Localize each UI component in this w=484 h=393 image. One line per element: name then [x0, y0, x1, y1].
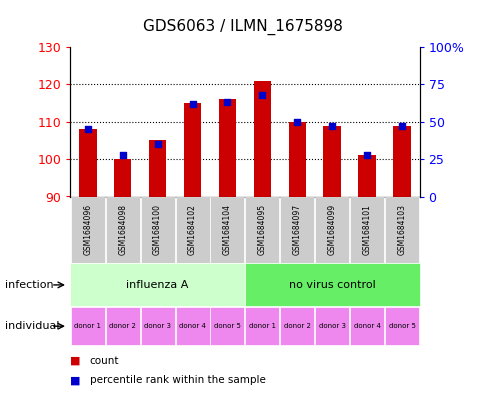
Bar — [393, 125, 410, 196]
Text: donor 3: donor 3 — [318, 323, 345, 329]
Text: GSM1684096: GSM1684096 — [83, 204, 92, 255]
Text: GSM1684102: GSM1684102 — [188, 204, 197, 255]
Text: infection: infection — [5, 280, 53, 290]
Point — [188, 101, 196, 107]
Text: GSM1684104: GSM1684104 — [223, 204, 231, 255]
Bar — [253, 81, 271, 196]
Text: donor 5: donor 5 — [388, 323, 415, 329]
Text: donor 4: donor 4 — [179, 323, 206, 329]
Bar — [149, 140, 166, 196]
Text: ■: ■ — [70, 375, 81, 386]
Point — [258, 92, 266, 98]
Text: ■: ■ — [70, 356, 81, 366]
Text: GSM1684100: GSM1684100 — [153, 204, 162, 255]
Text: donor 2: donor 2 — [109, 323, 136, 329]
Point — [293, 119, 301, 125]
Text: count: count — [90, 356, 119, 366]
Bar — [218, 99, 236, 196]
Text: GSM1684103: GSM1684103 — [397, 204, 406, 255]
Point — [153, 141, 161, 147]
Bar — [288, 122, 305, 196]
Bar — [114, 159, 131, 196]
Text: GSM1684099: GSM1684099 — [327, 204, 336, 255]
Text: donor 2: donor 2 — [283, 323, 310, 329]
Point — [223, 99, 231, 106]
Text: donor 5: donor 5 — [213, 323, 241, 329]
Text: GSM1684098: GSM1684098 — [118, 204, 127, 255]
Text: donor 3: donor 3 — [144, 323, 171, 329]
Bar — [323, 125, 340, 196]
Bar — [79, 129, 96, 196]
Point — [397, 123, 405, 129]
Bar — [358, 155, 375, 196]
Text: donor 4: donor 4 — [353, 323, 380, 329]
Text: GSM1684101: GSM1684101 — [362, 204, 371, 255]
Point — [328, 123, 335, 129]
Text: individual: individual — [5, 321, 59, 331]
Text: GSM1684097: GSM1684097 — [292, 204, 301, 255]
Text: GSM1684095: GSM1684095 — [257, 204, 266, 255]
Text: influenza A: influenza A — [126, 280, 188, 290]
Text: GDS6063 / ILMN_1675898: GDS6063 / ILMN_1675898 — [142, 19, 342, 35]
Text: percentile rank within the sample: percentile rank within the sample — [90, 375, 265, 386]
Point — [363, 152, 370, 158]
Text: donor 1: donor 1 — [248, 323, 275, 329]
Point — [119, 152, 126, 158]
Bar — [183, 103, 201, 196]
Point — [84, 126, 91, 132]
Text: donor 1: donor 1 — [74, 323, 101, 329]
Text: no virus control: no virus control — [288, 280, 375, 290]
